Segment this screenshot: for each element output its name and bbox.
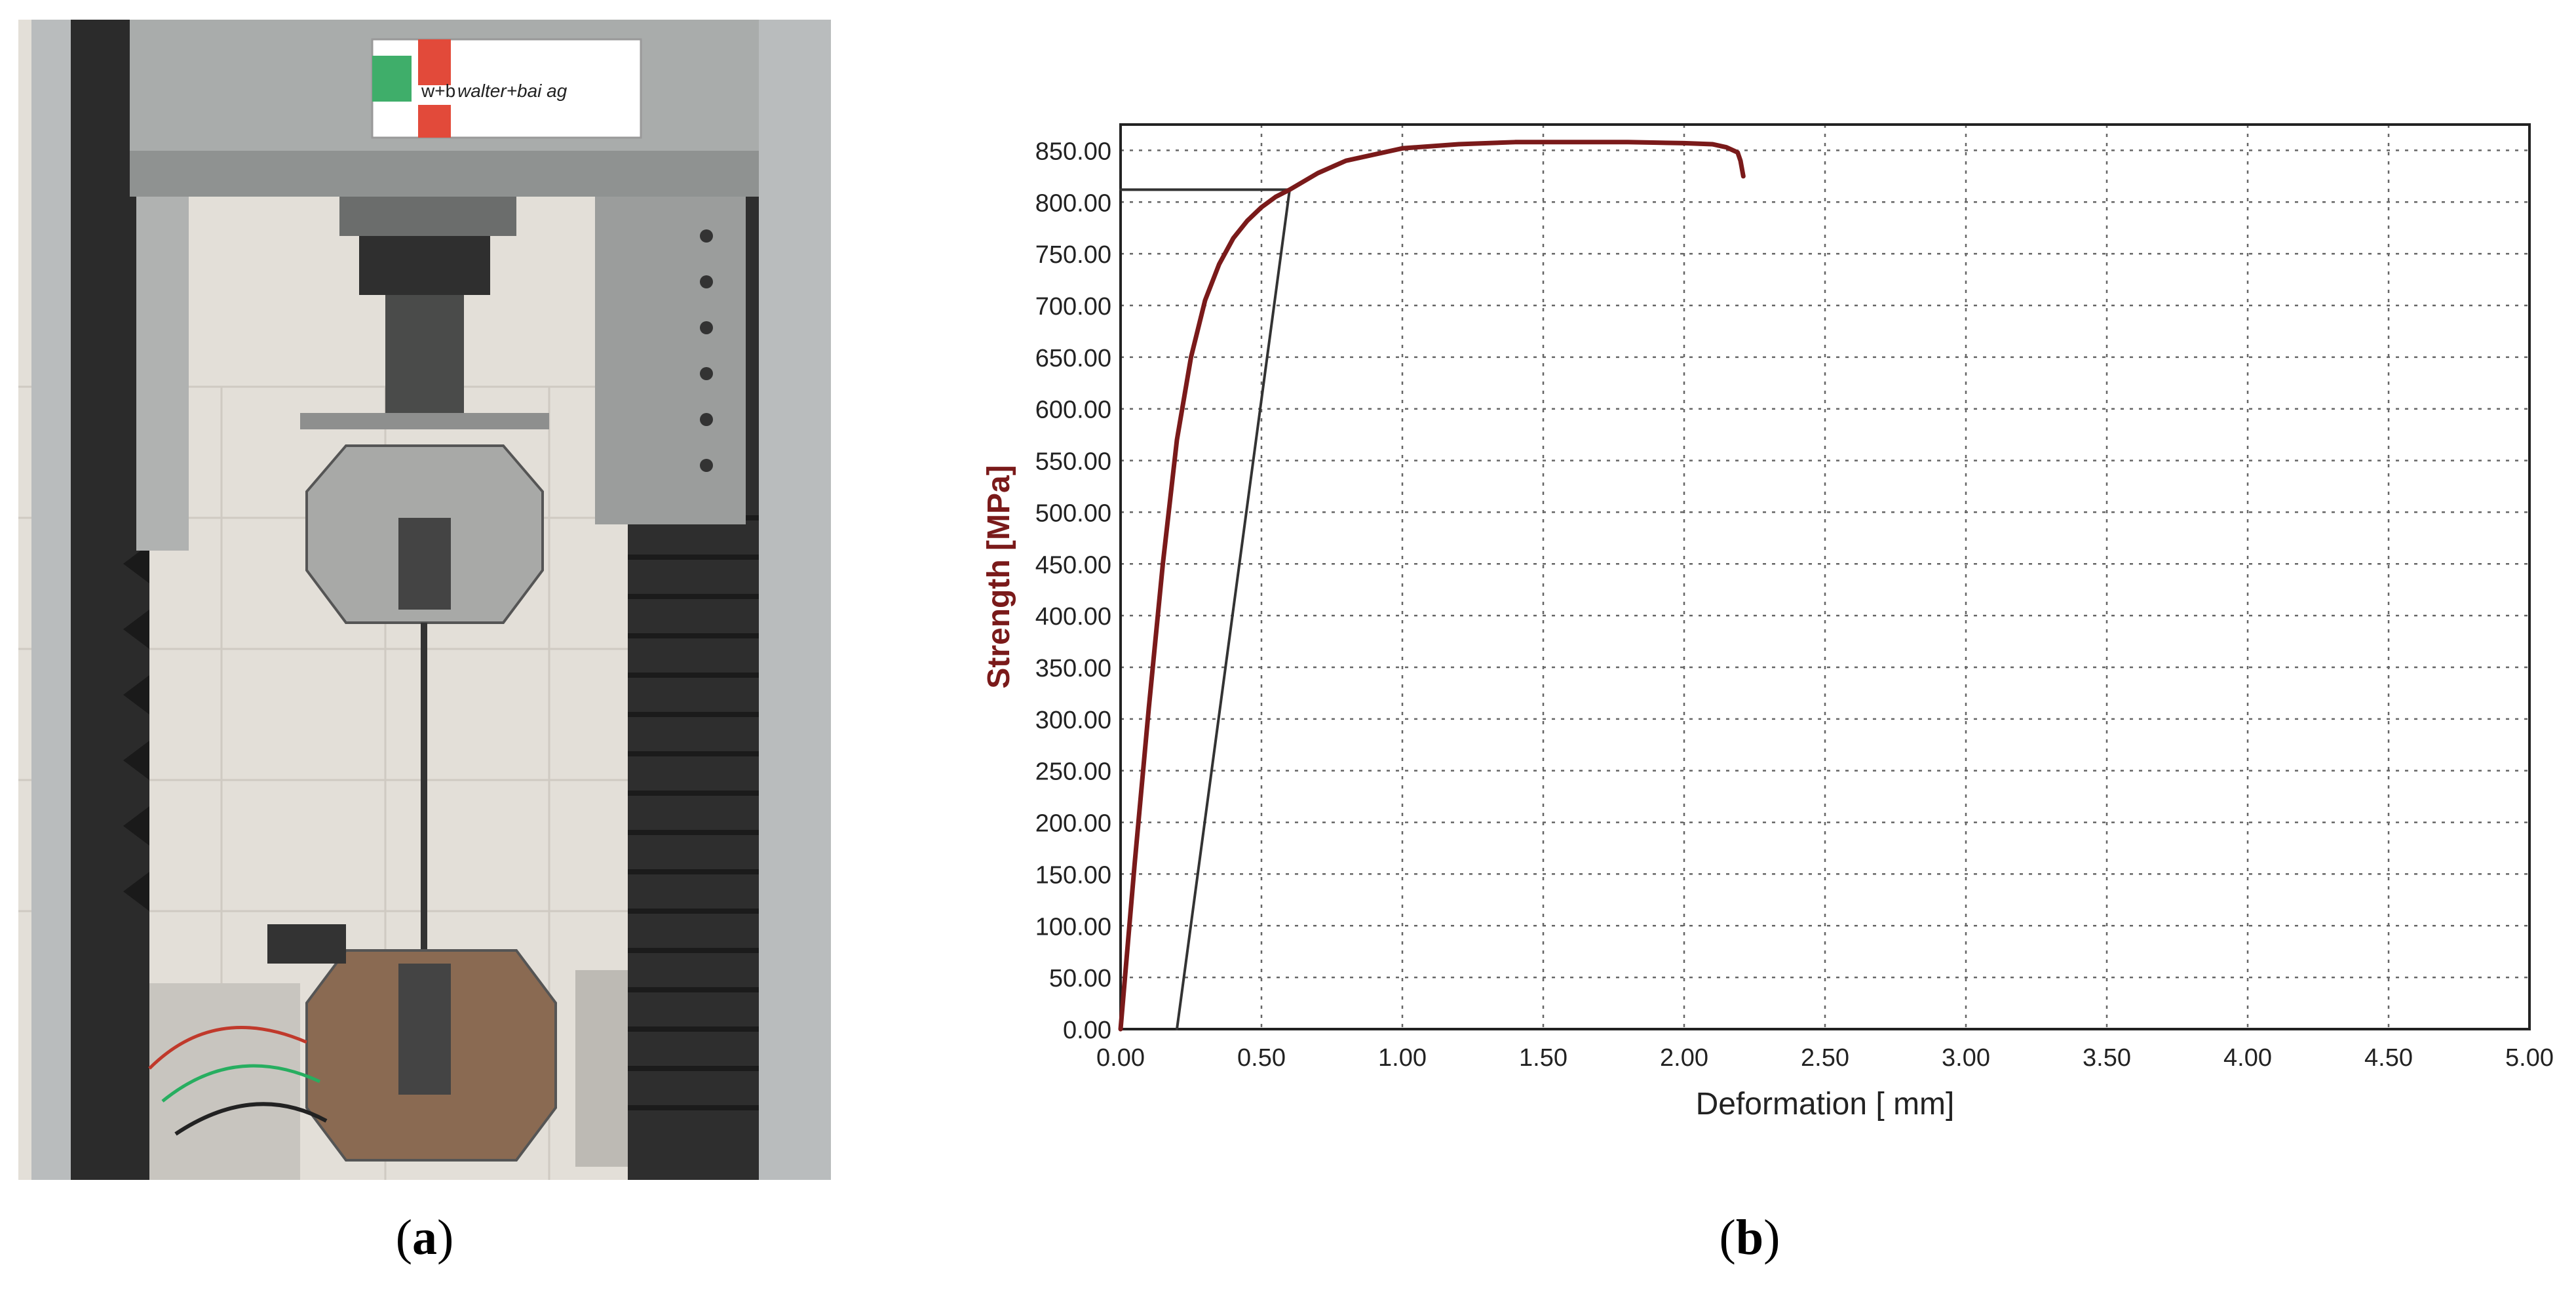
y-axis-label: Strength [MPa] [982, 465, 1016, 688]
y-tick-label: 850.00 [1035, 138, 1111, 165]
chart-svg: 0.00 50.00 100.00 150.00 200.00 250.00 300.00 3… [982, 123, 2554, 1122]
panel-a-caption: (a) [395, 1210, 454, 1265]
x-tick-label: 2.00 [1660, 1044, 1708, 1072]
x-tick-label: 0.50 [1237, 1044, 1286, 1072]
x-tick-label: 3.50 [2083, 1044, 2131, 1072]
y-tick-label: 650.00 [1035, 345, 1111, 372]
y-tick-label: 600.00 [1035, 397, 1111, 424]
logo-line1: w+b [421, 81, 455, 101]
y-tick-label: 350.00 [1035, 655, 1111, 682]
series-lines [1118, 140, 1746, 1032]
grid [1119, 125, 2531, 1030]
plot-frame [1119, 123, 2531, 1030]
x-tick-label: 5.00 [2505, 1044, 2554, 1072]
y-tick-label: 550.00 [1035, 448, 1111, 476]
y-tick-labels: 0.00 50.00 100.00 150.00 200.00 250.00 300.00 3… [1035, 138, 1111, 1044]
stress-strain-curve [1118, 140, 1746, 1032]
x-axis-label: Deformation [ mm] [1696, 1087, 1955, 1122]
y-tick-label: 200.00 [1035, 810, 1111, 838]
y-tick-label: 700.00 [1035, 293, 1111, 321]
testing-machine-photo: w+b walter+bai ag [18, 20, 831, 1180]
y-tick-label: 250.00 [1035, 758, 1111, 786]
y-tick-label: 800.00 [1035, 189, 1111, 217]
y-tick-label: 400.00 [1035, 603, 1111, 631]
y-tick-label: 450.00 [1035, 551, 1111, 579]
x-tick-label: 4.00 [2223, 1044, 2272, 1072]
panel-b-caption: (b) [1719, 1210, 1780, 1265]
x-tick-label: 2.50 [1801, 1044, 1849, 1072]
y-tick-label: 0.00 [1063, 1017, 1111, 1044]
x-tick-label: 3.00 [1942, 1044, 1990, 1072]
y-tick-label: 100.00 [1035, 913, 1111, 941]
x-tick-label: 0.00 [1096, 1044, 1145, 1072]
y-tick-label: 300.00 [1035, 707, 1111, 734]
y-tick-label: 50.00 [1049, 965, 1111, 992]
x-tick-label: 4.50 [2364, 1044, 2413, 1072]
logo-line2: walter+bai ag [457, 81, 567, 101]
y-tick-label: 500.00 [1035, 499, 1111, 527]
y-tick-label: 750.00 [1035, 241, 1111, 269]
x-tick-labels: 0.00 0.50 1.00 1.50 2.00 2.50 3.00 3.50 4.00 4.50… [1096, 1044, 2554, 1072]
tensile-testing-machine-icon: w+b walter+bai ag [18, 20, 831, 1180]
y-tick-label: 150.00 [1035, 861, 1111, 889]
x-tick-label: 1.50 [1519, 1044, 1567, 1072]
strength-deformation-chart: 0.00 50.00 100.00 150.00 200.00 250.00 300.00 3… [950, 20, 2569, 1180]
x-tick-label: 1.00 [1378, 1044, 1427, 1072]
offset-line [1176, 188, 1291, 1030]
